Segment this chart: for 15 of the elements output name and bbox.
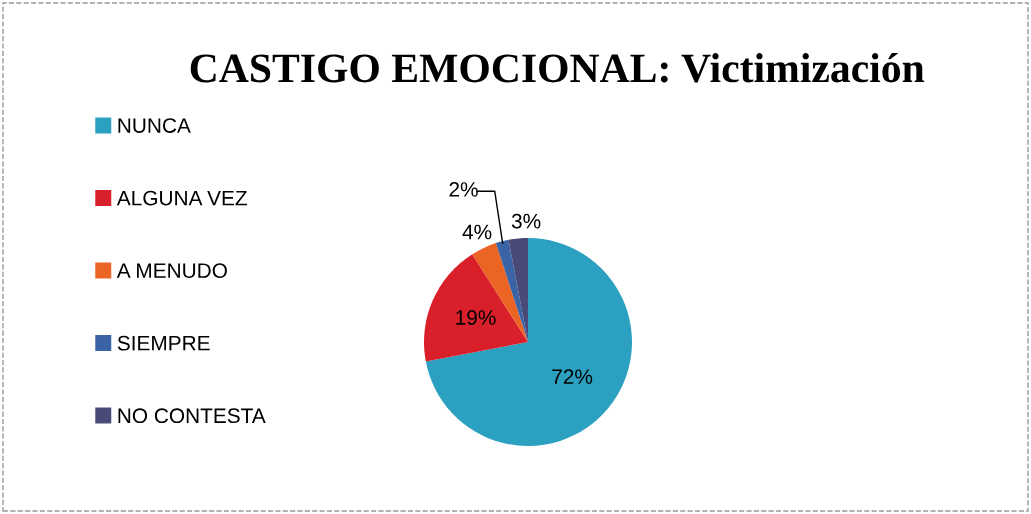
pie-slice [508, 238, 528, 342]
legend-label: ALGUNA VEZ [116, 190, 247, 206]
data-label: 3% [511, 213, 541, 229]
data-label: 4% [462, 224, 492, 240]
chart-title: CASTIGO EMOCIONAL: Victimización [190, 53, 925, 83]
pie-slice [424, 254, 528, 362]
legend-label: A MENUDO [116, 263, 227, 279]
data-label: 72% [552, 369, 593, 384]
legend-label: SIEMPRE [117, 335, 210, 351]
data-label: 2% [449, 182, 478, 197]
pie-slice [495, 239, 528, 342]
data-label: 19% [456, 310, 496, 325]
pie-slice [425, 238, 632, 446]
legend-label: NUNCA [118, 118, 191, 133]
legend-label: NO CONTESTA [118, 408, 266, 424]
